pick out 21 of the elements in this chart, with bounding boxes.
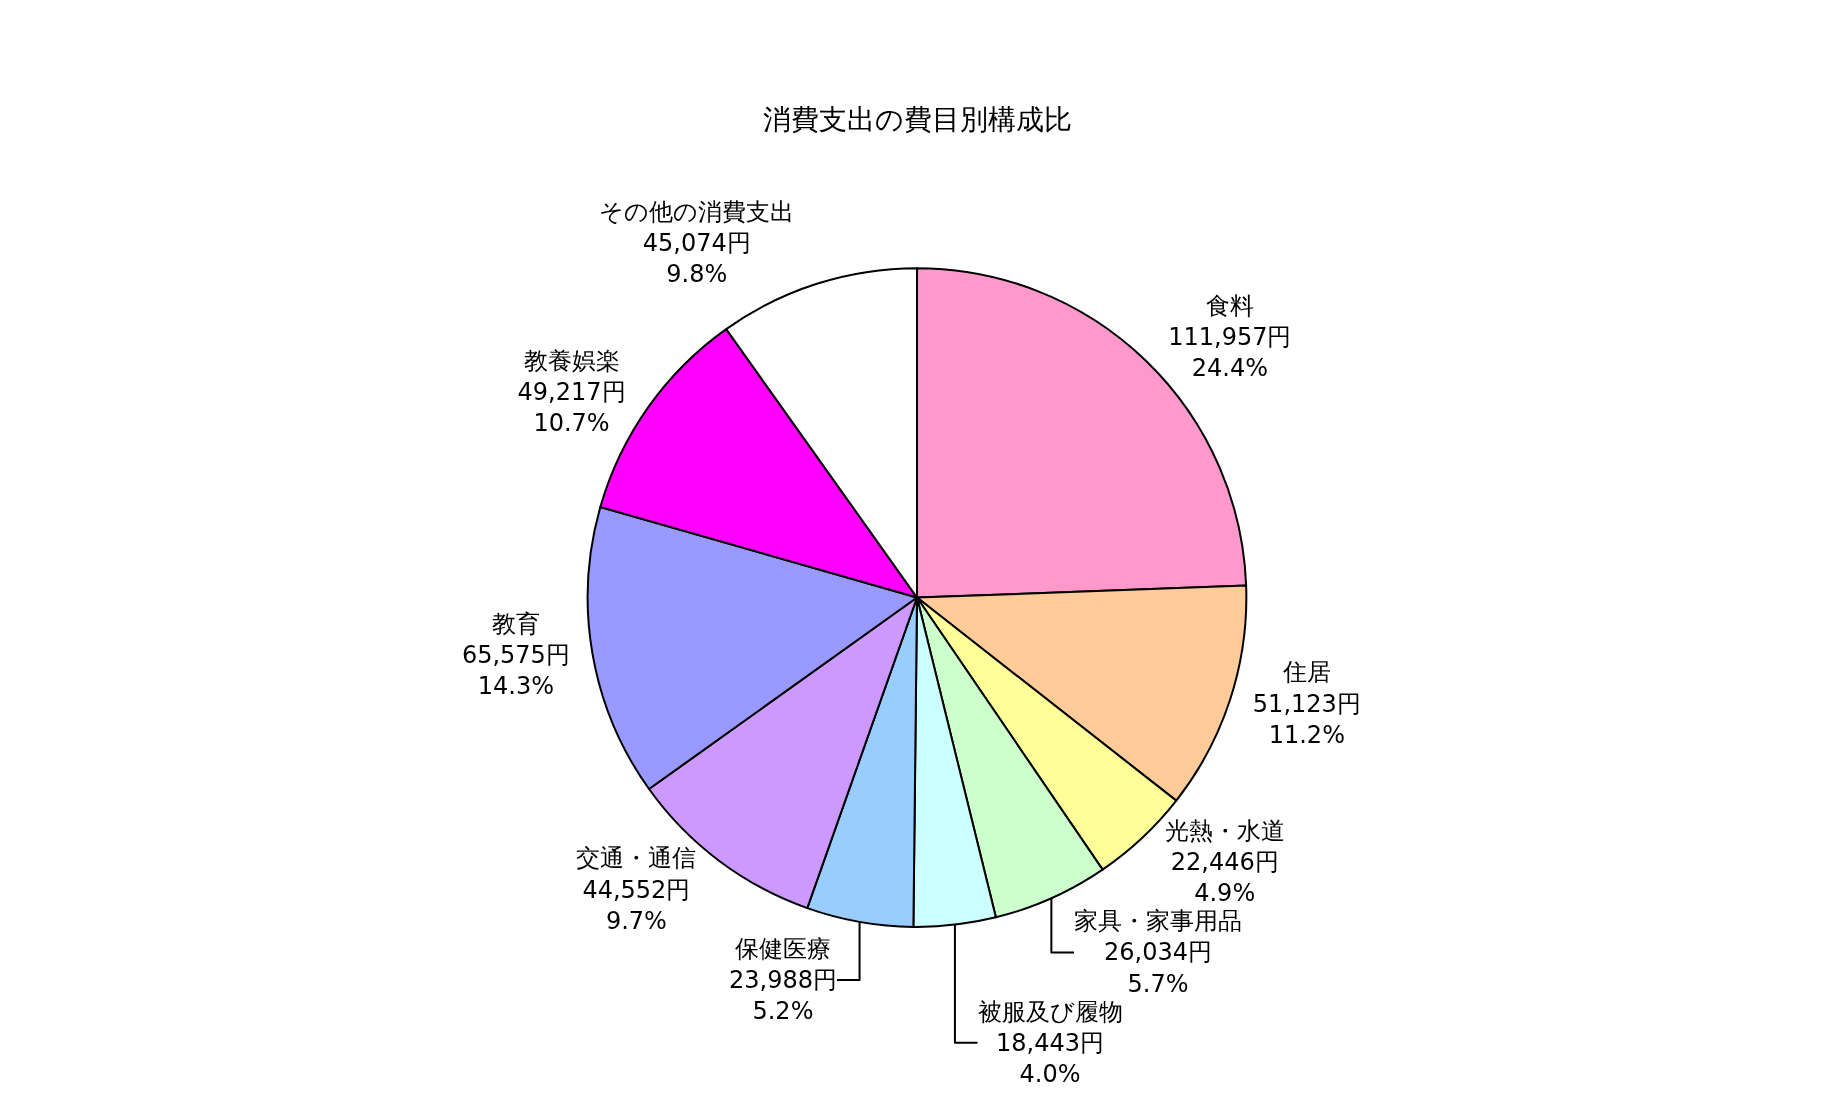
data-label: 18,443円 4.0% <box>996 1028 1105 1089</box>
data-label: 65,575円 14.3% <box>461 640 570 701</box>
data-label: 26,034円 5.7% <box>1103 938 1212 998</box>
slice-label: 家具・家事用品 <box>1073 907 1242 936</box>
slice-label: 住居 <box>1281 658 1331 687</box>
slice-label: 教養娯楽 <box>523 347 620 376</box>
slice-label: その他の消費支出 <box>599 197 795 226</box>
slice-label: 保健医療 <box>734 934 831 963</box>
slice-label: 教育 <box>491 609 540 638</box>
data-label: 45,074円 9.8% <box>642 228 751 288</box>
slice-label: 交通・通信 <box>576 844 697 873</box>
data-label: 22,446円 4.9% <box>1170 848 1279 908</box>
slice-label: 食料 <box>1205 291 1254 320</box>
slice-label: 被服及び履物 <box>977 997 1123 1026</box>
chart-title: 消費支出の費目別構成比 <box>762 102 1072 136</box>
data-label: 111,957円 24.4% <box>1168 323 1292 383</box>
data-label: 51,123円 11.2% <box>1252 689 1361 749</box>
data-label: 49,217円 10.7% <box>517 378 626 438</box>
data-label: 23,988円 5.2% <box>728 965 837 1026</box>
slice-label: 光熱・水道 <box>1164 816 1285 845</box>
data-label: 44,552円 9.7% <box>582 875 691 935</box>
